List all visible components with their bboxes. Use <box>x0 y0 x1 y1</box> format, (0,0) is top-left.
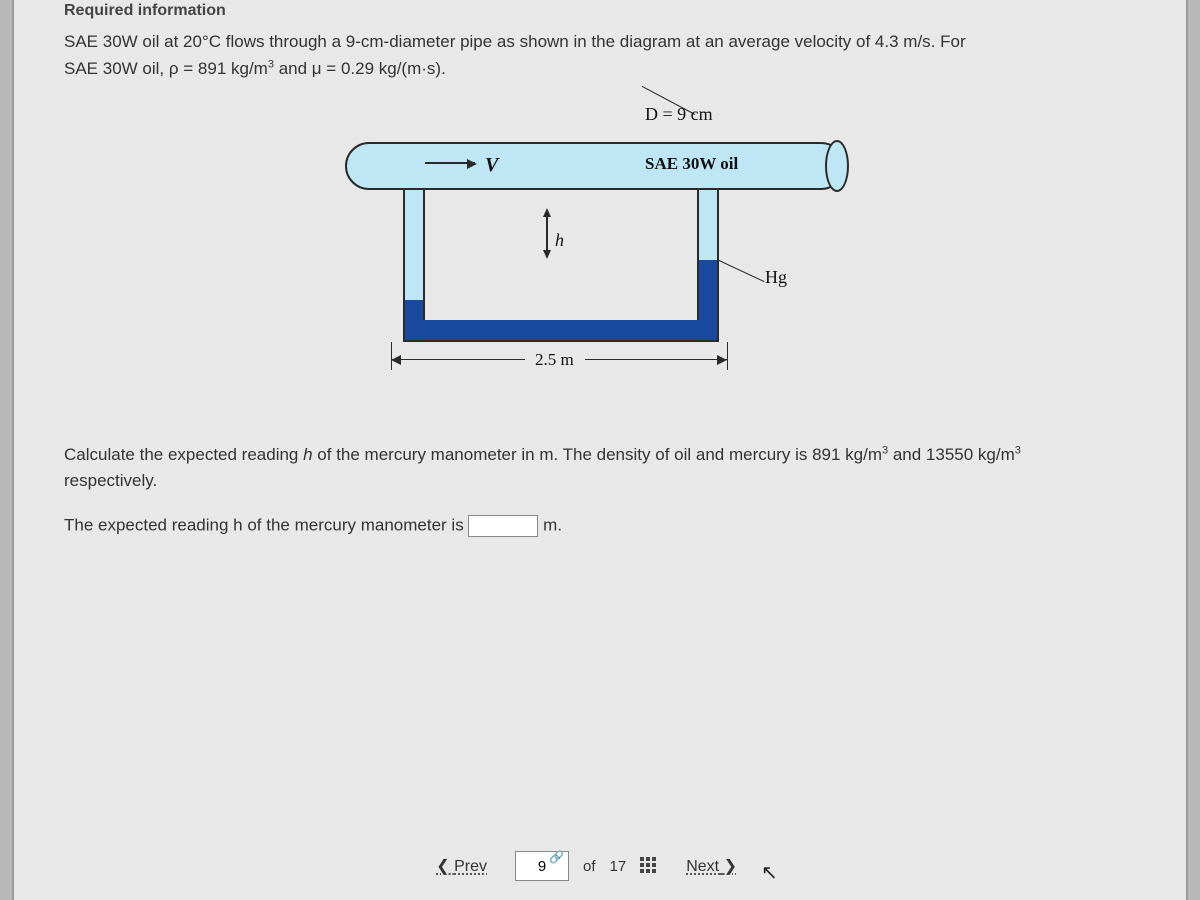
next-label: Next <box>686 858 719 875</box>
link-icon: 🔗 <box>549 842 564 872</box>
total-pages: 17 <box>610 858 627 875</box>
manometer-right-leg <box>697 190 719 340</box>
q-b: of the mercury manometer in m. The densi… <box>313 445 882 464</box>
diameter-label: D = 9 cm <box>645 104 713 125</box>
answer-unit: m. <box>538 516 562 535</box>
answer-input[interactable] <box>468 515 538 537</box>
problem-line1: SAE 30W oil at 20°C flows through a 9-cm… <box>64 32 966 51</box>
hg-leader <box>719 260 765 282</box>
problem-statement: SAE 30W oil at 20°C flows through a 9-cm… <box>64 28 1146 82</box>
section-header: Required information <box>64 0 1146 20</box>
q-a: Calculate the expected reading <box>64 445 303 464</box>
chevron-right-icon: ❯ <box>724 858 737 875</box>
pipe-body <box>345 142 845 190</box>
prev-label: Prev <box>454 858 487 875</box>
chevron-left-icon: ❮ <box>436 858 449 875</box>
velocity-label: V <box>485 154 498 177</box>
fluid-label: SAE 30W oil <box>645 154 738 174</box>
content-area: Required information SAE 30W oil at 20°C… <box>14 0 1186 537</box>
pipe-diagram: D = 9 cm V SAE 30W oil h Hg 2.5 m <box>345 112 865 392</box>
q-c: and 13550 kg/m <box>888 445 1015 464</box>
problem-line2b: and μ = 0.29 kg/(m·s). <box>274 59 446 78</box>
h-dim-line <box>546 212 548 254</box>
dim-tick-right <box>727 342 728 370</box>
of-label: of <box>583 858 596 875</box>
grid-icon[interactable] <box>640 857 658 875</box>
manometer-bottom <box>403 320 719 342</box>
cursor-icon: ↖ <box>761 860 778 885</box>
velocity-arrow <box>425 162 475 164</box>
page-container: Required information SAE 30W oil at 20°C… <box>12 0 1188 900</box>
current-page: 9 <box>538 858 546 875</box>
pipe-end-ellipse <box>825 140 849 192</box>
next-button[interactable]: Next ❯ <box>672 850 751 882</box>
mercury-label: Hg <box>765 267 787 288</box>
length-label: 2.5 m <box>535 350 574 370</box>
q-h: h <box>303 445 312 464</box>
answer-prefix: The expected reading h of the mercury ma… <box>64 516 468 535</box>
answer-line: The expected reading h of the mercury ma… <box>64 515 1146 537</box>
h-arrow-up <box>543 208 551 217</box>
problem-line2a: SAE 30W oil, ρ = 891 kg/m <box>64 59 268 78</box>
question-text: Calculate the expected reading h of the … <box>64 442 1146 493</box>
q-d: respectively. <box>64 471 157 490</box>
navigation-footer: ❮ Prev 🔗 9 of 17 Next ❯ ↖ <box>14 842 1186 890</box>
page-number-box[interactable]: 🔗 9 <box>515 851 569 881</box>
mercury-left <box>405 300 423 322</box>
h-arrow-down <box>543 250 551 259</box>
h-label: h <box>555 230 564 251</box>
q-sup2: 3 <box>1015 445 1021 457</box>
prev-button[interactable]: ❮ Prev <box>422 850 501 882</box>
